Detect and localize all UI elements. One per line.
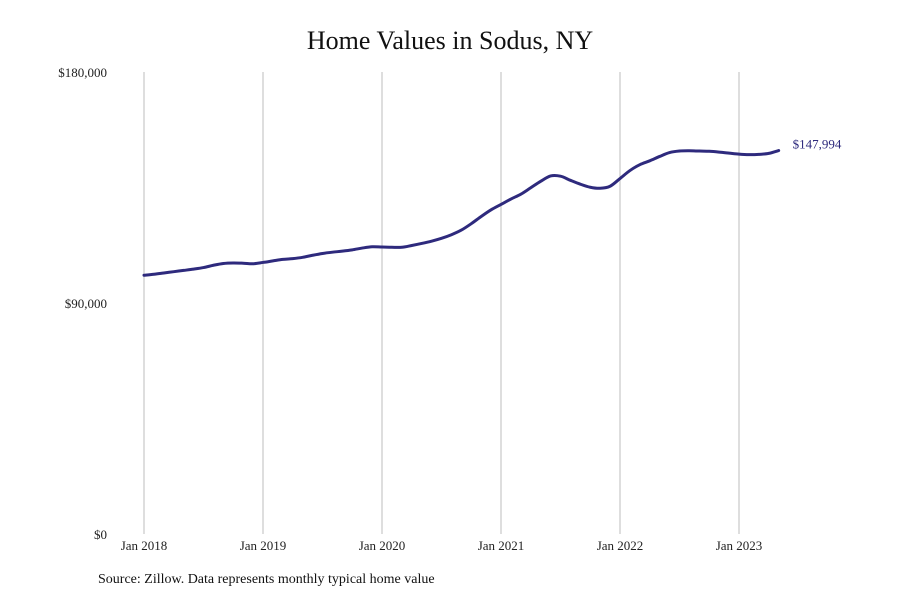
chart-title: Home Values in Sodus, NY [306, 26, 594, 55]
x-tick-label: Jan 2020 [359, 538, 406, 553]
x-tick-label: Jan 2019 [240, 538, 287, 553]
y-tick-label: $0 [94, 527, 107, 542]
series-layer [142, 149, 781, 277]
x-tick-label: Jan 2018 [121, 538, 168, 553]
y-tick-label: $90,000 [65, 296, 107, 311]
series-line [142, 149, 781, 277]
y-axis-tick-labels: $0 $90,000 $180,000 [58, 65, 107, 542]
y-tick-label: $180,000 [58, 65, 107, 80]
grid-lines [143, 72, 740, 534]
x-tick-label: Jan 2023 [716, 538, 763, 553]
source-note: Source: Zillow. Data represents monthly … [98, 572, 435, 587]
data-labels: $147,994 [793, 137, 842, 152]
x-tick-label: Jan 2021 [478, 538, 525, 553]
x-tick-label: Jan 2022 [597, 538, 644, 553]
end-value-label: $147,994 [793, 137, 842, 152]
x-axis-tick-labels: Jan 2018 Jan 2019 Jan 2020 Jan 2021 Jan 2022… [121, 538, 763, 553]
